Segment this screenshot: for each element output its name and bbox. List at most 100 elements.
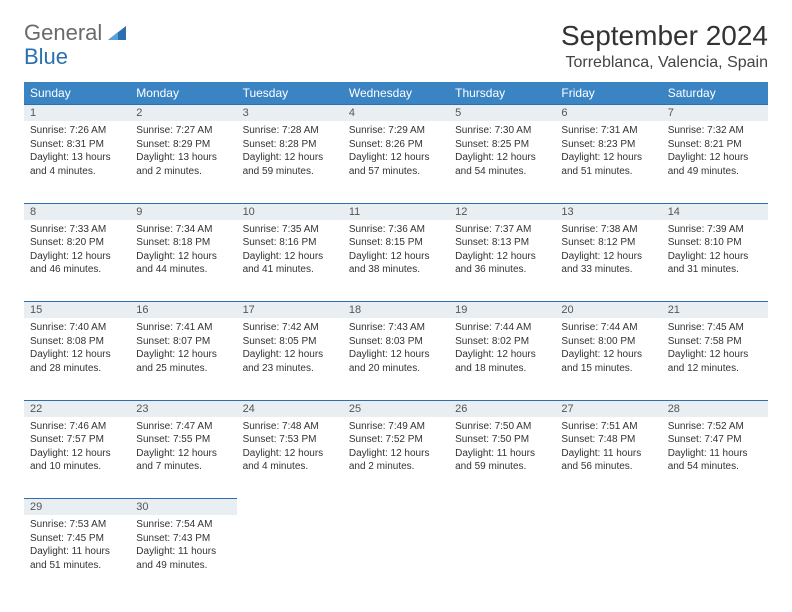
day-content-cell: Sunrise: 7:43 AMSunset: 8:03 PMDaylight:… [343, 318, 449, 400]
sunset-text: Sunset: 7:58 PM [668, 335, 762, 349]
day-content-cell: Sunrise: 7:44 AMSunset: 8:00 PMDaylight:… [555, 318, 661, 400]
day-number-cell: 3 [237, 105, 343, 122]
daylight-text: Daylight: 12 hours and 12 minutes. [668, 348, 762, 375]
daylight-text: Daylight: 12 hours and 33 minutes. [561, 250, 655, 277]
sunset-text: Sunset: 7:52 PM [349, 433, 443, 447]
day-number-cell: 27 [555, 400, 661, 417]
sunrise-text: Sunrise: 7:34 AM [136, 223, 230, 237]
day-header-row: SundayMondayTuesdayWednesdayThursdayFrid… [24, 82, 768, 105]
day-number-cell: 6 [555, 105, 661, 122]
header: General September 2024 Torreblanca, Vale… [24, 20, 768, 72]
day-content-cell: Sunrise: 7:41 AMSunset: 8:07 PMDaylight:… [130, 318, 236, 400]
day-number-cell: 11 [343, 203, 449, 220]
daylight-text: Daylight: 12 hours and 36 minutes. [455, 250, 549, 277]
day-content-row: Sunrise: 7:53 AMSunset: 7:45 PMDaylight:… [24, 515, 768, 597]
sunrise-text: Sunrise: 7:48 AM [243, 420, 337, 434]
daylight-text: Daylight: 12 hours and 38 minutes. [349, 250, 443, 277]
daylight-text: Daylight: 12 hours and 23 minutes. [243, 348, 337, 375]
day-content-cell: Sunrise: 7:31 AMSunset: 8:23 PMDaylight:… [555, 121, 661, 203]
logo-sub: Blue [24, 44, 68, 70]
sunrise-text: Sunrise: 7:44 AM [455, 321, 549, 335]
day-content-cell: Sunrise: 7:28 AMSunset: 8:28 PMDaylight:… [237, 121, 343, 203]
day-header: Monday [130, 82, 236, 105]
sunrise-text: Sunrise: 7:43 AM [349, 321, 443, 335]
logo-text-blue: Blue [24, 44, 68, 69]
daylight-text: Daylight: 12 hours and 57 minutes. [349, 151, 443, 178]
daylight-text: Daylight: 12 hours and 15 minutes. [561, 348, 655, 375]
day-content-cell: Sunrise: 7:54 AMSunset: 7:43 PMDaylight:… [130, 515, 236, 597]
day-content-cell: Sunrise: 7:35 AMSunset: 8:16 PMDaylight:… [237, 220, 343, 302]
sunset-text: Sunset: 8:02 PM [455, 335, 549, 349]
sunset-text: Sunset: 8:29 PM [136, 138, 230, 152]
day-number-row: 15161718192021 [24, 302, 768, 319]
daylight-text: Daylight: 12 hours and 41 minutes. [243, 250, 337, 277]
sunrise-text: Sunrise: 7:54 AM [136, 518, 230, 532]
sunrise-text: Sunrise: 7:26 AM [30, 124, 124, 138]
day-content-cell: Sunrise: 7:53 AMSunset: 7:45 PMDaylight:… [24, 515, 130, 597]
day-content-row: Sunrise: 7:40 AMSunset: 8:08 PMDaylight:… [24, 318, 768, 400]
sunset-text: Sunset: 7:43 PM [136, 532, 230, 546]
daylight-text: Daylight: 11 hours and 54 minutes. [668, 447, 762, 474]
logo-text-general: General [24, 20, 102, 46]
day-number-cell: 28 [662, 400, 768, 417]
daylight-text: Daylight: 12 hours and 54 minutes. [455, 151, 549, 178]
sunrise-text: Sunrise: 7:46 AM [30, 420, 124, 434]
day-number-cell: 23 [130, 400, 236, 417]
day-content-cell: Sunrise: 7:29 AMSunset: 8:26 PMDaylight:… [343, 121, 449, 203]
day-number-cell: 20 [555, 302, 661, 319]
day-content-cell: Sunrise: 7:51 AMSunset: 7:48 PMDaylight:… [555, 417, 661, 499]
sunset-text: Sunset: 7:50 PM [455, 433, 549, 447]
daylight-text: Daylight: 12 hours and 44 minutes. [136, 250, 230, 277]
day-number-cell: 10 [237, 203, 343, 220]
day-number-row: 1234567 [24, 105, 768, 122]
day-content-row: Sunrise: 7:26 AMSunset: 8:31 PMDaylight:… [24, 121, 768, 203]
day-content-cell: Sunrise: 7:44 AMSunset: 8:02 PMDaylight:… [449, 318, 555, 400]
day-number-cell: 7 [662, 105, 768, 122]
sunset-text: Sunset: 8:16 PM [243, 236, 337, 250]
sunrise-text: Sunrise: 7:27 AM [136, 124, 230, 138]
day-content-cell: Sunrise: 7:26 AMSunset: 8:31 PMDaylight:… [24, 121, 130, 203]
sunset-text: Sunset: 8:05 PM [243, 335, 337, 349]
daylight-text: Daylight: 12 hours and 51 minutes. [561, 151, 655, 178]
sunset-text: Sunset: 8:15 PM [349, 236, 443, 250]
daylight-text: Daylight: 12 hours and 7 minutes. [136, 447, 230, 474]
sunrise-text: Sunrise: 7:28 AM [243, 124, 337, 138]
day-content-cell: Sunrise: 7:45 AMSunset: 7:58 PMDaylight:… [662, 318, 768, 400]
sunset-text: Sunset: 7:55 PM [136, 433, 230, 447]
daylight-text: Daylight: 12 hours and 59 minutes. [243, 151, 337, 178]
daylight-text: Daylight: 12 hours and 20 minutes. [349, 348, 443, 375]
sunset-text: Sunset: 8:00 PM [561, 335, 655, 349]
sunrise-text: Sunrise: 7:32 AM [668, 124, 762, 138]
day-number-cell: 1 [24, 105, 130, 122]
day-content-cell: Sunrise: 7:37 AMSunset: 8:13 PMDaylight:… [449, 220, 555, 302]
day-content-cell [449, 515, 555, 597]
day-number-cell: 16 [130, 302, 236, 319]
sunset-text: Sunset: 8:26 PM [349, 138, 443, 152]
daylight-text: Daylight: 12 hours and 2 minutes. [349, 447, 443, 474]
daylight-text: Daylight: 12 hours and 28 minutes. [30, 348, 124, 375]
sunrise-text: Sunrise: 7:38 AM [561, 223, 655, 237]
day-content-cell: Sunrise: 7:50 AMSunset: 7:50 PMDaylight:… [449, 417, 555, 499]
sunset-text: Sunset: 8:20 PM [30, 236, 124, 250]
daylight-text: Daylight: 12 hours and 4 minutes. [243, 447, 337, 474]
day-number-cell: 22 [24, 400, 130, 417]
day-number-cell: 9 [130, 203, 236, 220]
day-header: Wednesday [343, 82, 449, 105]
daylight-text: Daylight: 12 hours and 31 minutes. [668, 250, 762, 277]
logo: General [24, 20, 130, 46]
day-content-cell: Sunrise: 7:38 AMSunset: 8:12 PMDaylight:… [555, 220, 661, 302]
day-content-cell: Sunrise: 7:36 AMSunset: 8:15 PMDaylight:… [343, 220, 449, 302]
sunset-text: Sunset: 7:45 PM [30, 532, 124, 546]
daylight-text: Daylight: 11 hours and 51 minutes. [30, 545, 124, 572]
sunrise-text: Sunrise: 7:33 AM [30, 223, 124, 237]
day-number-cell [343, 499, 449, 516]
day-header: Sunday [24, 82, 130, 105]
day-number-cell: 30 [130, 499, 236, 516]
day-content-cell: Sunrise: 7:46 AMSunset: 7:57 PMDaylight:… [24, 417, 130, 499]
day-number-cell: 19 [449, 302, 555, 319]
day-header: Saturday [662, 82, 768, 105]
calendar-table: SundayMondayTuesdayWednesdayThursdayFrid… [24, 82, 768, 597]
sunrise-text: Sunrise: 7:36 AM [349, 223, 443, 237]
sunrise-text: Sunrise: 7:50 AM [455, 420, 549, 434]
sunrise-text: Sunrise: 7:37 AM [455, 223, 549, 237]
